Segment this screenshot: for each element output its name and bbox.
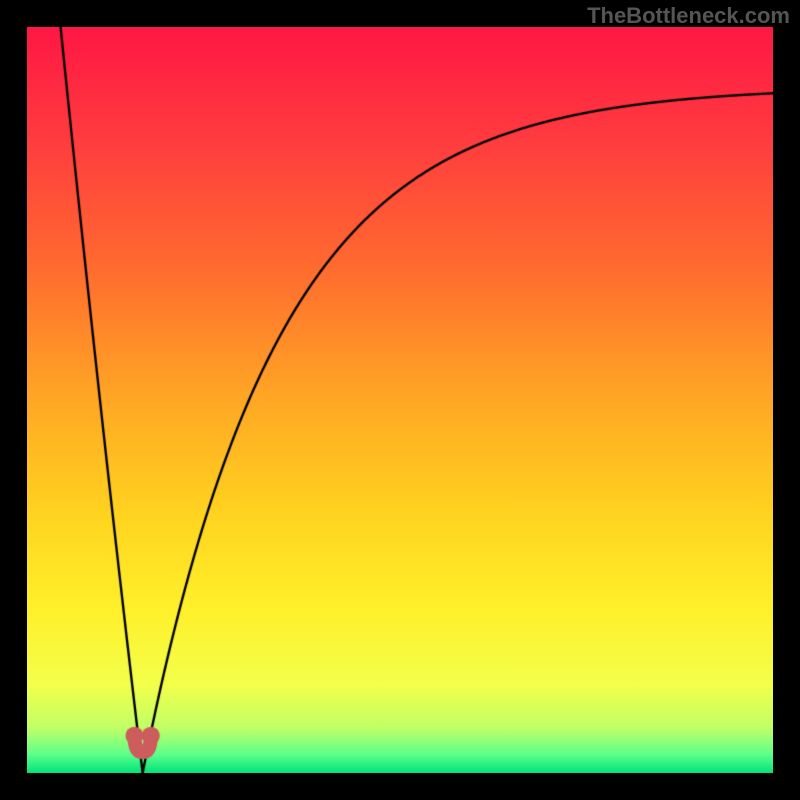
plot-area xyxy=(27,27,773,773)
bottleneck-curve-canvas xyxy=(27,27,773,773)
chart-stage: TheBottleneck.com xyxy=(0,0,800,800)
watermark-label: TheBottleneck.com xyxy=(587,3,790,29)
